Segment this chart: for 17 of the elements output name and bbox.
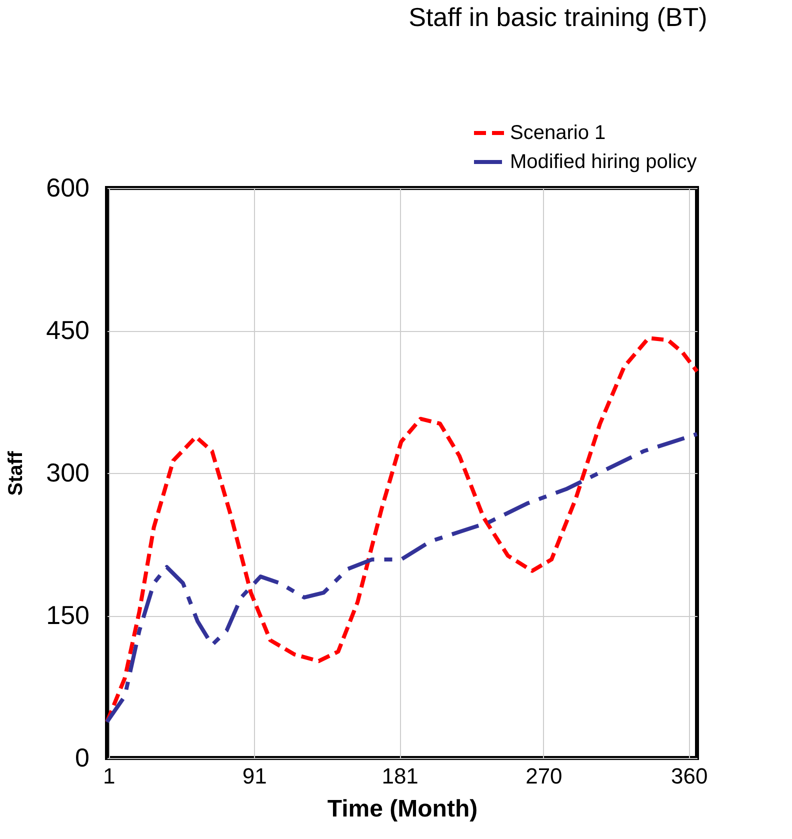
x-tick-label: 181 <box>382 764 418 788</box>
y-tick-label: 150 <box>46 600 90 630</box>
legend-label: Scenario 1 <box>510 122 606 144</box>
y-tick-label: 450 <box>46 315 90 345</box>
y-axis-title: Staff <box>5 450 28 496</box>
line-series <box>105 432 699 724</box>
y-tick-label: 0 <box>75 742 90 772</box>
chart-title: Staff in basic training (BT) <box>408 2 708 32</box>
x-tick-label: 360 <box>671 764 708 788</box>
x-tick-label: 91 <box>242 764 267 788</box>
legend-label: Modified hiring policy <box>510 151 697 173</box>
line-series <box>105 336 699 724</box>
x-tick-label: 270 <box>526 764 562 788</box>
y-tick-label: 600 <box>46 172 90 202</box>
x-tick-label: 1 <box>102 764 116 788</box>
y-tick-label: 300 <box>46 458 90 488</box>
x-axis-title: Time (Month) <box>327 796 478 822</box>
